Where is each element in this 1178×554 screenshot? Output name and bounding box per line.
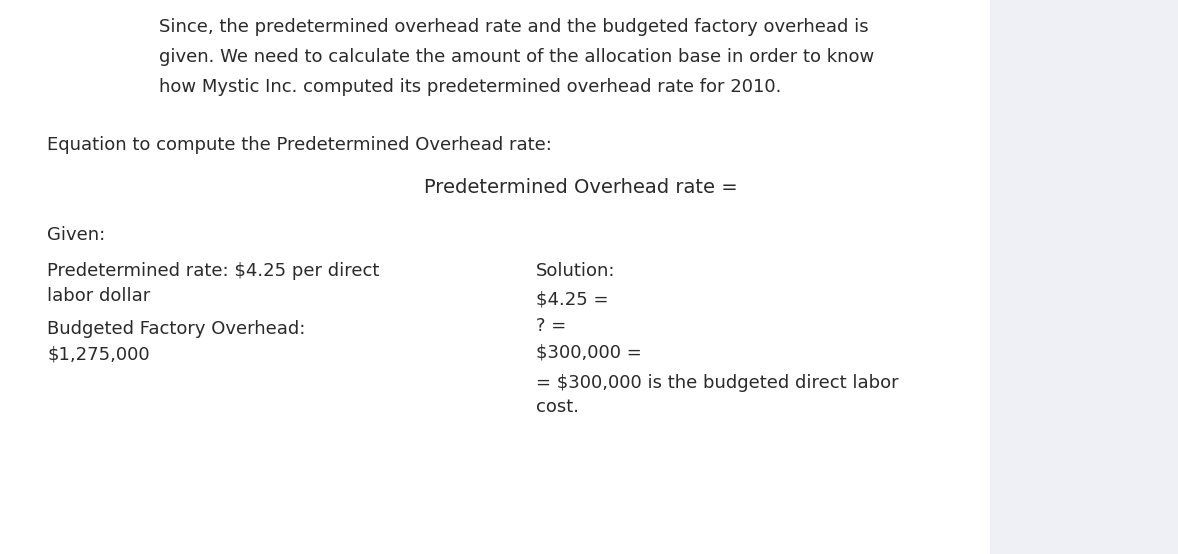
Text: given. We need to calculate the amount of the allocation base in order to know: given. We need to calculate the amount o… [159,48,874,66]
Text: cost.: cost. [536,398,580,417]
Text: Since, the predetermined overhead rate and the budgeted factory overhead is: Since, the predetermined overhead rate a… [159,18,868,36]
FancyBboxPatch shape [0,0,990,554]
Text: $300,000 =: $300,000 = [536,343,642,362]
Text: Given:: Given: [47,226,105,244]
Text: ? =: ? = [536,316,567,335]
Text: Predetermined Overhead rate =: Predetermined Overhead rate = [424,178,737,197]
Text: Predetermined rate: $4.25 per direct: Predetermined rate: $4.25 per direct [47,262,379,280]
Text: Solution:: Solution: [536,262,615,280]
Text: Equation to compute the Predetermined Overhead rate:: Equation to compute the Predetermined Ov… [47,136,552,154]
Text: $1,275,000: $1,275,000 [47,345,150,363]
Text: how Mystic Inc. computed its predetermined overhead rate for 2010.: how Mystic Inc. computed its predetermin… [159,78,781,96]
Text: Budgeted Factory Overhead:: Budgeted Factory Overhead: [47,321,305,338]
Text: = $300,000 is the budgeted direct labor: = $300,000 is the budgeted direct labor [536,373,899,392]
Text: labor dollar: labor dollar [47,288,151,305]
Text: $4.25 =: $4.25 = [536,290,609,309]
